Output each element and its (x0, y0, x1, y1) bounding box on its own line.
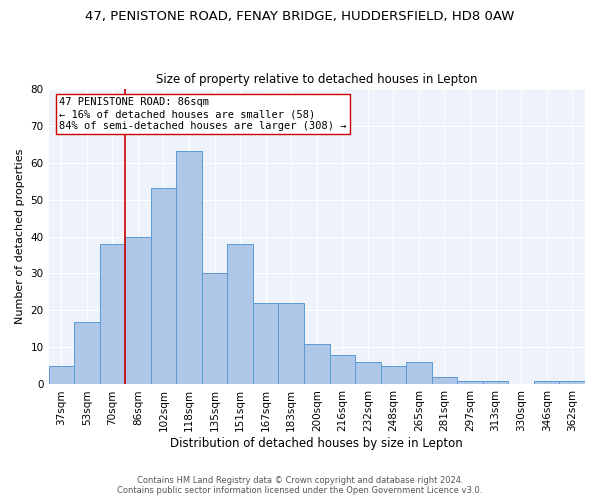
Bar (151, 188, 176, 384)
Bar (329, 355, 355, 384)
Bar (125, 236, 151, 384)
Title: Size of property relative to detached houses in Lepton: Size of property relative to detached ho… (156, 73, 478, 86)
Bar (380, 366, 406, 384)
Y-axis label: Number of detached properties: Number of detached properties (15, 149, 25, 324)
Bar (227, 244, 253, 384)
Bar (253, 303, 278, 384)
X-axis label: Distribution of detached houses by size in Lepton: Distribution of detached houses by size … (170, 437, 463, 450)
Bar (278, 303, 304, 384)
Bar (483, 381, 508, 384)
Bar (304, 344, 329, 385)
Bar (559, 381, 585, 384)
Bar (100, 244, 125, 384)
Bar (432, 377, 457, 384)
Bar (355, 362, 380, 384)
Bar (406, 362, 432, 384)
Text: Contains HM Land Registry data © Crown copyright and database right 2024.
Contai: Contains HM Land Registry data © Crown c… (118, 476, 482, 495)
Bar (457, 381, 483, 384)
Text: 47, PENISTONE ROAD, FENAY BRIDGE, HUDDERSFIELD, HD8 0AW: 47, PENISTONE ROAD, FENAY BRIDGE, HUDDER… (85, 10, 515, 23)
Bar (176, 152, 202, 384)
Text: 47 PENISTONE ROAD: 86sqm
← 16% of detached houses are smaller (58)
84% of semi-d: 47 PENISTONE ROAD: 86sqm ← 16% of detach… (59, 98, 347, 130)
Bar (74, 322, 100, 384)
Bar (202, 274, 227, 384)
Bar (534, 381, 559, 384)
Bar (49, 366, 74, 384)
